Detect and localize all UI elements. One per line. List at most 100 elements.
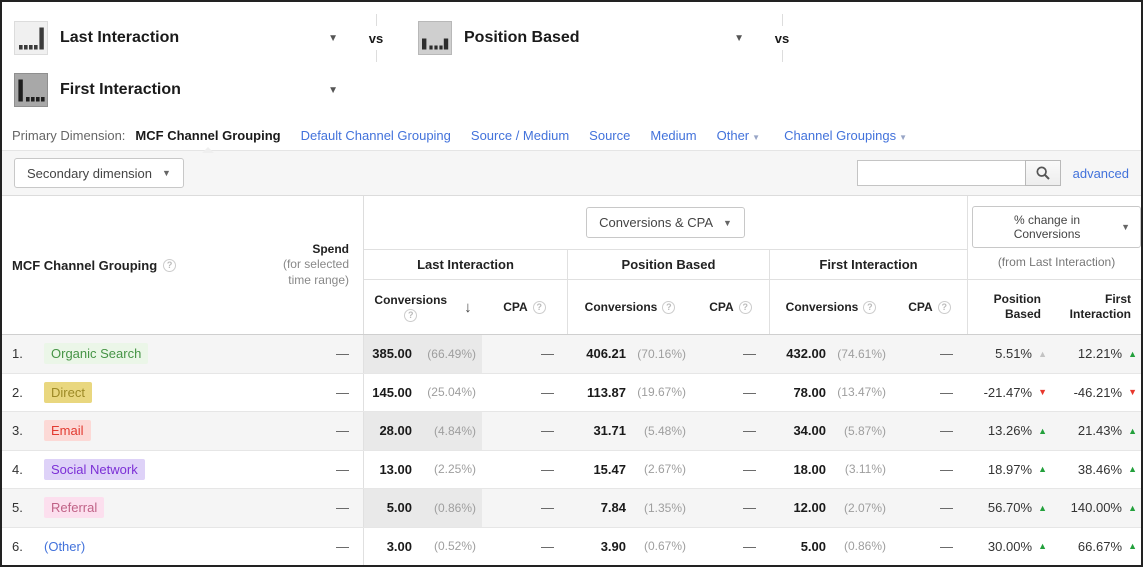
chevron-down-icon: ▼ [723, 217, 732, 228]
channel-label[interactable]: (Other) [44, 538, 86, 554]
fi-conversions-cell: 18.00 (3.11%) [793, 461, 886, 477]
change-selector-dropdown[interactable]: % change in Conversions ▼ [972, 206, 1141, 248]
vs-separator: vs [758, 12, 806, 64]
fi-change-cell: 12.21% [1055, 335, 1141, 373]
row-index: 2. [12, 384, 23, 400]
help-icon[interactable]: ? [532, 300, 546, 314]
help-icon[interactable]: ? [163, 258, 177, 272]
chevron-down-icon[interactable]: ▼ [328, 84, 338, 96]
spend-cell: — [272, 489, 364, 527]
primary-dimension-link-medium[interactable]: Medium [650, 127, 697, 143]
channel-cell: 2. Direct [2, 374, 272, 412]
help-icon[interactable]: ? [937, 300, 951, 314]
model-row-2: First Interaction ▼ [14, 64, 1141, 116]
metric-selector-dropdown[interactable]: Conversions & CPA ▼ [586, 207, 745, 238]
spend-cell: — [272, 527, 364, 565]
trend-arrow-icon [1122, 349, 1137, 359]
primary-dimension-link-source-medium[interactable]: Source / Medium [470, 127, 570, 143]
li-conversions-cell: 385.00 (66.49%) [364, 335, 482, 373]
first-interaction-icon [14, 73, 48, 107]
primary-dimension-link-default-channel-grouping[interactable]: Default Channel Grouping [300, 127, 451, 143]
trend-arrow-icon [1032, 387, 1047, 397]
pb-change-cell: 13.26% [967, 412, 1055, 450]
channel-label[interactable]: Organic Search [44, 343, 149, 365]
search-button[interactable] [1024, 160, 1061, 186]
primary-dimension-menu-other[interactable]: Other ▼ [716, 127, 761, 143]
fi-conversions-cell: 34.00 (5.87%) [793, 423, 886, 439]
chevron-down-icon[interactable]: ▼ [328, 32, 338, 44]
primary-dimension-link-source[interactable]: Source [589, 127, 631, 143]
channel-cell: 5. Referral [2, 489, 272, 527]
pb-change-cell: 56.70% [967, 489, 1055, 527]
chevron-down-icon[interactable]: ▼ [734, 32, 744, 44]
help-icon[interactable]: ? [863, 300, 877, 314]
channel-label[interactable]: Referral [44, 497, 105, 519]
primary-dimension-menu-channel-groupings[interactable]: Channel Groupings ▼ [784, 127, 908, 143]
model-row-1: Last Interaction ▼ vs Position Based ▼ [14, 12, 1141, 64]
pb-change-cell: 18.97% [967, 451, 1055, 489]
li-conversions-cell: 28.00 (4.84%) [364, 412, 482, 450]
secondary-dimension-button[interactable]: Secondary dimension ▼ [14, 158, 184, 188]
column-header-pb-cpa[interactable]: CPA ? [692, 280, 770, 334]
li-conversions-cell: 145.00 (25.04%) [372, 384, 476, 400]
model-selector-position-based[interactable]: Position Based ▼ [418, 21, 758, 55]
column-header-fi-cpa[interactable]: CPA ? [892, 280, 967, 334]
table-row: 4. Social Network — 13.00 (2.25%) — 15.4… [2, 450, 1141, 489]
fi-change-cell: 140.00% [1055, 489, 1141, 527]
li-cpa-cell: — [541, 500, 554, 516]
fi-cpa-cell: — [940, 384, 953, 400]
pb-conversions-cell: 31.71 (5.48%) [593, 423, 686, 439]
column-header-li-conversions[interactable]: Conversions ? ↓ [374, 292, 472, 322]
group-header-position-based: Position Based [568, 250, 770, 280]
pb-change-cell: 30.00% [967, 528, 1055, 566]
change-note: (from Last Interaction) [997, 255, 1116, 269]
help-icon[interactable]: ? [404, 308, 418, 322]
pb-cpa-cell: — [743, 423, 756, 439]
pb-cpa-cell: — [743, 538, 756, 554]
table-header: MCF Channel Grouping ? Spend (for select… [2, 196, 1141, 335]
fi-cpa-cell: — [940, 500, 953, 516]
spend-cell: — [272, 450, 364, 488]
channel-label[interactable]: Social Network [44, 458, 145, 480]
pb-conversions-cell: 406.21 (70.16%) [586, 346, 686, 362]
model-selector-last-interaction[interactable]: Last Interaction ▼ [14, 21, 352, 55]
li-cpa-cell: — [541, 384, 554, 400]
help-icon[interactable]: ? [738, 300, 752, 314]
trend-arrow-icon [1122, 426, 1137, 436]
chevron-down-icon: ▼ [162, 168, 171, 178]
li-cpa-cell: — [541, 346, 554, 362]
column-header-li-cpa[interactable]: CPA ? [482, 280, 568, 334]
vs-separator: vs [352, 12, 400, 64]
pb-change-cell: 5.51% [967, 335, 1055, 373]
model-label: Last Interaction [60, 29, 180, 46]
spend-header: Spend (for selected time range) [282, 241, 349, 287]
model-label: First Interaction [60, 81, 181, 98]
column-header-change-first-interaction: First Interaction [1069, 292, 1131, 321]
secondary-toolbar: Secondary dimension ▼ advanced [2, 150, 1141, 196]
channel-label[interactable]: Direct [44, 381, 92, 403]
pb-cpa-cell: — [743, 384, 756, 400]
model-selector-first-interaction[interactable]: First Interaction ▼ [14, 73, 352, 107]
pb-cpa-cell: — [743, 500, 756, 516]
pb-conversions-cell: 113.87 (19.67%) [586, 384, 686, 400]
advanced-search-link[interactable]: advanced [1072, 165, 1129, 181]
channel-label[interactable]: Email [44, 420, 91, 442]
pb-cpa-cell: — [743, 346, 756, 362]
help-icon[interactable]: ? [662, 300, 676, 314]
group-header-first-interaction: First Interaction [770, 250, 967, 280]
chevron-down-icon: ▼ [899, 132, 908, 142]
fi-cpa-cell: — [940, 461, 953, 477]
primary-dimension-selected[interactable]: MCF Channel Grouping [135, 127, 281, 143]
group-header-last-interaction: Last Interaction [364, 250, 568, 280]
metric-selector-cell: Conversions & CPA ▼ [364, 196, 967, 250]
spend-cell: — [272, 373, 364, 411]
trend-arrow-icon [1032, 464, 1047, 474]
column-header-pb-conversions[interactable]: Conversions ? [568, 280, 692, 334]
column-header-fi-conversions[interactable]: Conversions ? [770, 280, 892, 334]
table-row: 1. Organic Search — 385.00 (66.49%) — 40… [2, 335, 1141, 374]
change-selector-cell: % change in Conversions ▼ (from Last Int… [967, 196, 1141, 280]
li-cpa-cell: — [541, 461, 554, 477]
trend-arrow-icon [1122, 387, 1137, 397]
fi-cpa-cell: — [940, 538, 953, 554]
search-input[interactable] [856, 160, 1025, 186]
